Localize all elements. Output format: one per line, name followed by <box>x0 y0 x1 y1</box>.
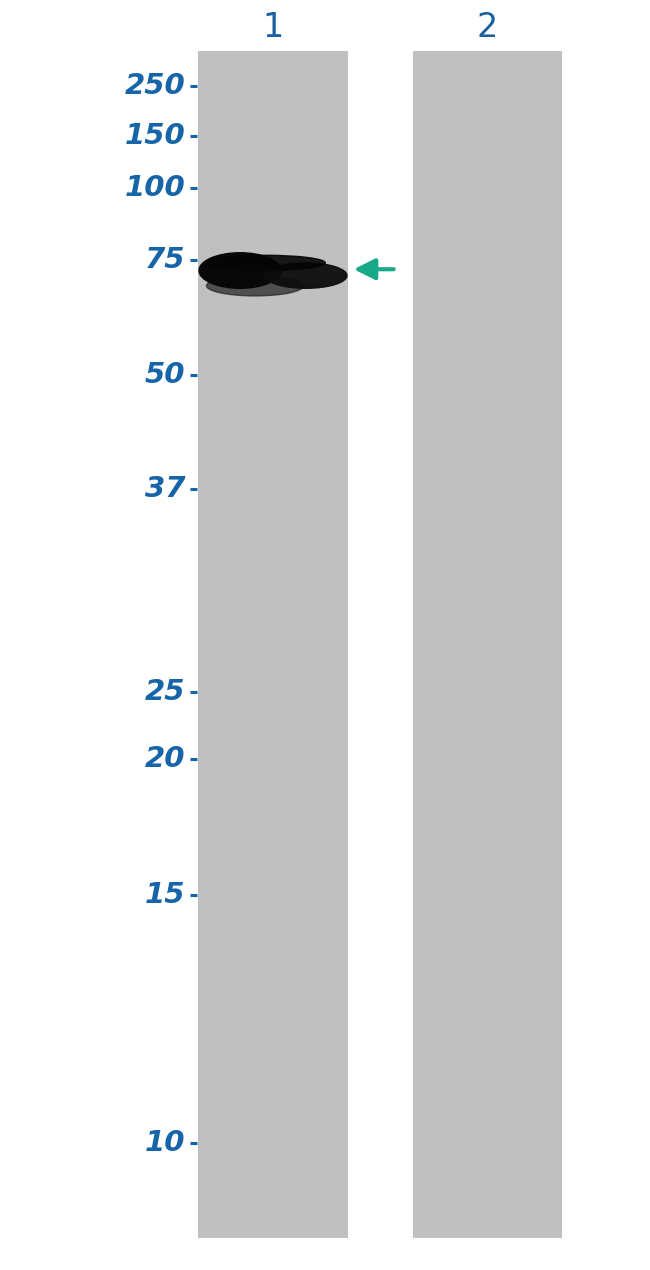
Text: 250: 250 <box>125 72 185 100</box>
Text: 20: 20 <box>145 745 185 773</box>
Ellipse shape <box>199 253 281 288</box>
Text: 1: 1 <box>263 11 283 44</box>
Ellipse shape <box>207 276 304 296</box>
Bar <box>413 51 562 1238</box>
Text: 25: 25 <box>145 678 185 706</box>
Text: 100: 100 <box>125 174 185 202</box>
Text: 2: 2 <box>477 11 498 44</box>
Text: 150: 150 <box>125 122 185 150</box>
Bar <box>198 51 348 1238</box>
Ellipse shape <box>265 263 347 288</box>
Text: 75: 75 <box>145 246 185 274</box>
Text: 15: 15 <box>145 881 185 909</box>
Ellipse shape <box>206 255 326 271</box>
Text: 50: 50 <box>145 361 185 389</box>
Text: 10: 10 <box>145 1129 185 1157</box>
Text: 37: 37 <box>145 475 185 503</box>
